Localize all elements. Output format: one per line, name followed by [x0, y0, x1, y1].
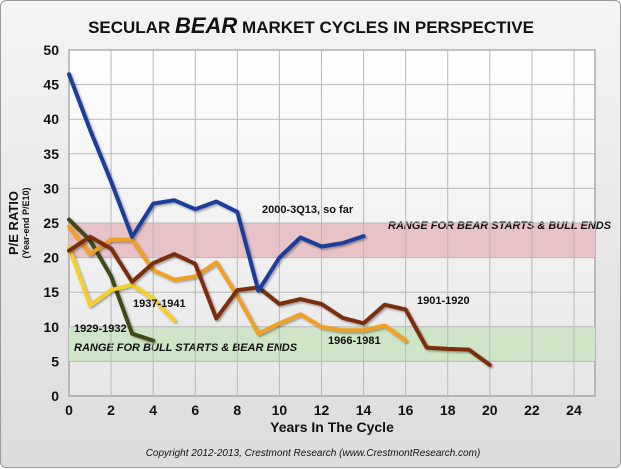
chart-title: SECULAR BEAR MARKET CYCLES IN PERSPECTIV…: [88, 13, 534, 38]
title-part-3: MARKET CYCLES IN PERSPECTIVE: [237, 18, 534, 37]
x-tick-0: 0: [65, 402, 73, 418]
series-label-0: 2000-3Q13, so far: [262, 204, 354, 216]
y-tick-1: 5: [51, 353, 59, 369]
title-part-1: SECULAR: [88, 18, 175, 37]
x-axis-label: Years In The Cycle: [270, 419, 394, 435]
y-tick-6: 30: [43, 180, 59, 196]
y-tick-5: 25: [43, 215, 59, 231]
x-tick-7: 14: [356, 402, 372, 418]
x-tick-8: 16: [398, 402, 414, 418]
series-label-2: 1966-1981: [328, 335, 381, 347]
y-tick-2: 10: [43, 319, 59, 335]
y-tick-7: 35: [43, 146, 59, 162]
x-tick-3: 6: [191, 402, 199, 418]
band-1: [69, 326, 595, 362]
x-tick-9: 18: [440, 402, 456, 418]
copyright-note: Copyright 2012-2013, Crestmont Research …: [146, 448, 481, 459]
y-tick-10: 50: [43, 42, 59, 58]
y-tick-labels: 0 5 10 15 20 25 30 35 40 45 50: [43, 42, 59, 404]
band-label-1: RANGE FOR BULL STARTS & BEAR ENDS: [74, 342, 298, 354]
y-tick-3: 15: [43, 284, 59, 300]
y-tick-0: 0: [51, 388, 59, 404]
series-label-3: 1937-1941: [133, 298, 186, 310]
y-axis-sublabel: (Year-end P/E10): [21, 187, 31, 258]
band-label-0: RANGE FOR BEAR STARTS & BULL ENDS: [388, 220, 612, 232]
series-label-4: 1929-1932: [74, 323, 127, 335]
y-axis-label: P/E RATIO: [6, 191, 21, 255]
title-part-2: BEAR: [175, 13, 237, 38]
bands-layer: RANGE FOR BEAR STARTS & BULL ENDS RANGE F…: [69, 220, 612, 362]
series-line-3: [67, 245, 177, 323]
y-tick-8: 40: [43, 111, 59, 127]
x-tick-labels: 0 2 4 6 8 10 12 14 16 18 20 22 24: [65, 402, 582, 418]
series-label-1: 1901-1920: [417, 295, 470, 307]
series-labels: 2000-3Q13, so far 1901-1920 1966-1981 1937-…: [74, 204, 470, 347]
x-tick-6: 12: [314, 402, 330, 418]
x-tick-2: 4: [149, 402, 157, 418]
x-tick-10: 20: [482, 402, 498, 418]
x-tick-5: 10: [272, 402, 288, 418]
series-line-2: [67, 224, 408, 343]
series-layer: [67, 72, 492, 367]
y-tick-9: 45: [43, 77, 59, 93]
x-tick-11: 22: [524, 402, 540, 418]
series-line-0: [67, 72, 366, 293]
x-tick-4: 8: [233, 402, 241, 418]
series-line-4: [67, 217, 156, 343]
x-tick-12: 24: [566, 402, 582, 418]
series-line-1: [67, 234, 492, 367]
y-tick-4: 20: [43, 250, 59, 266]
x-tick-1: 2: [107, 402, 115, 418]
band-0: [69, 223, 595, 258]
